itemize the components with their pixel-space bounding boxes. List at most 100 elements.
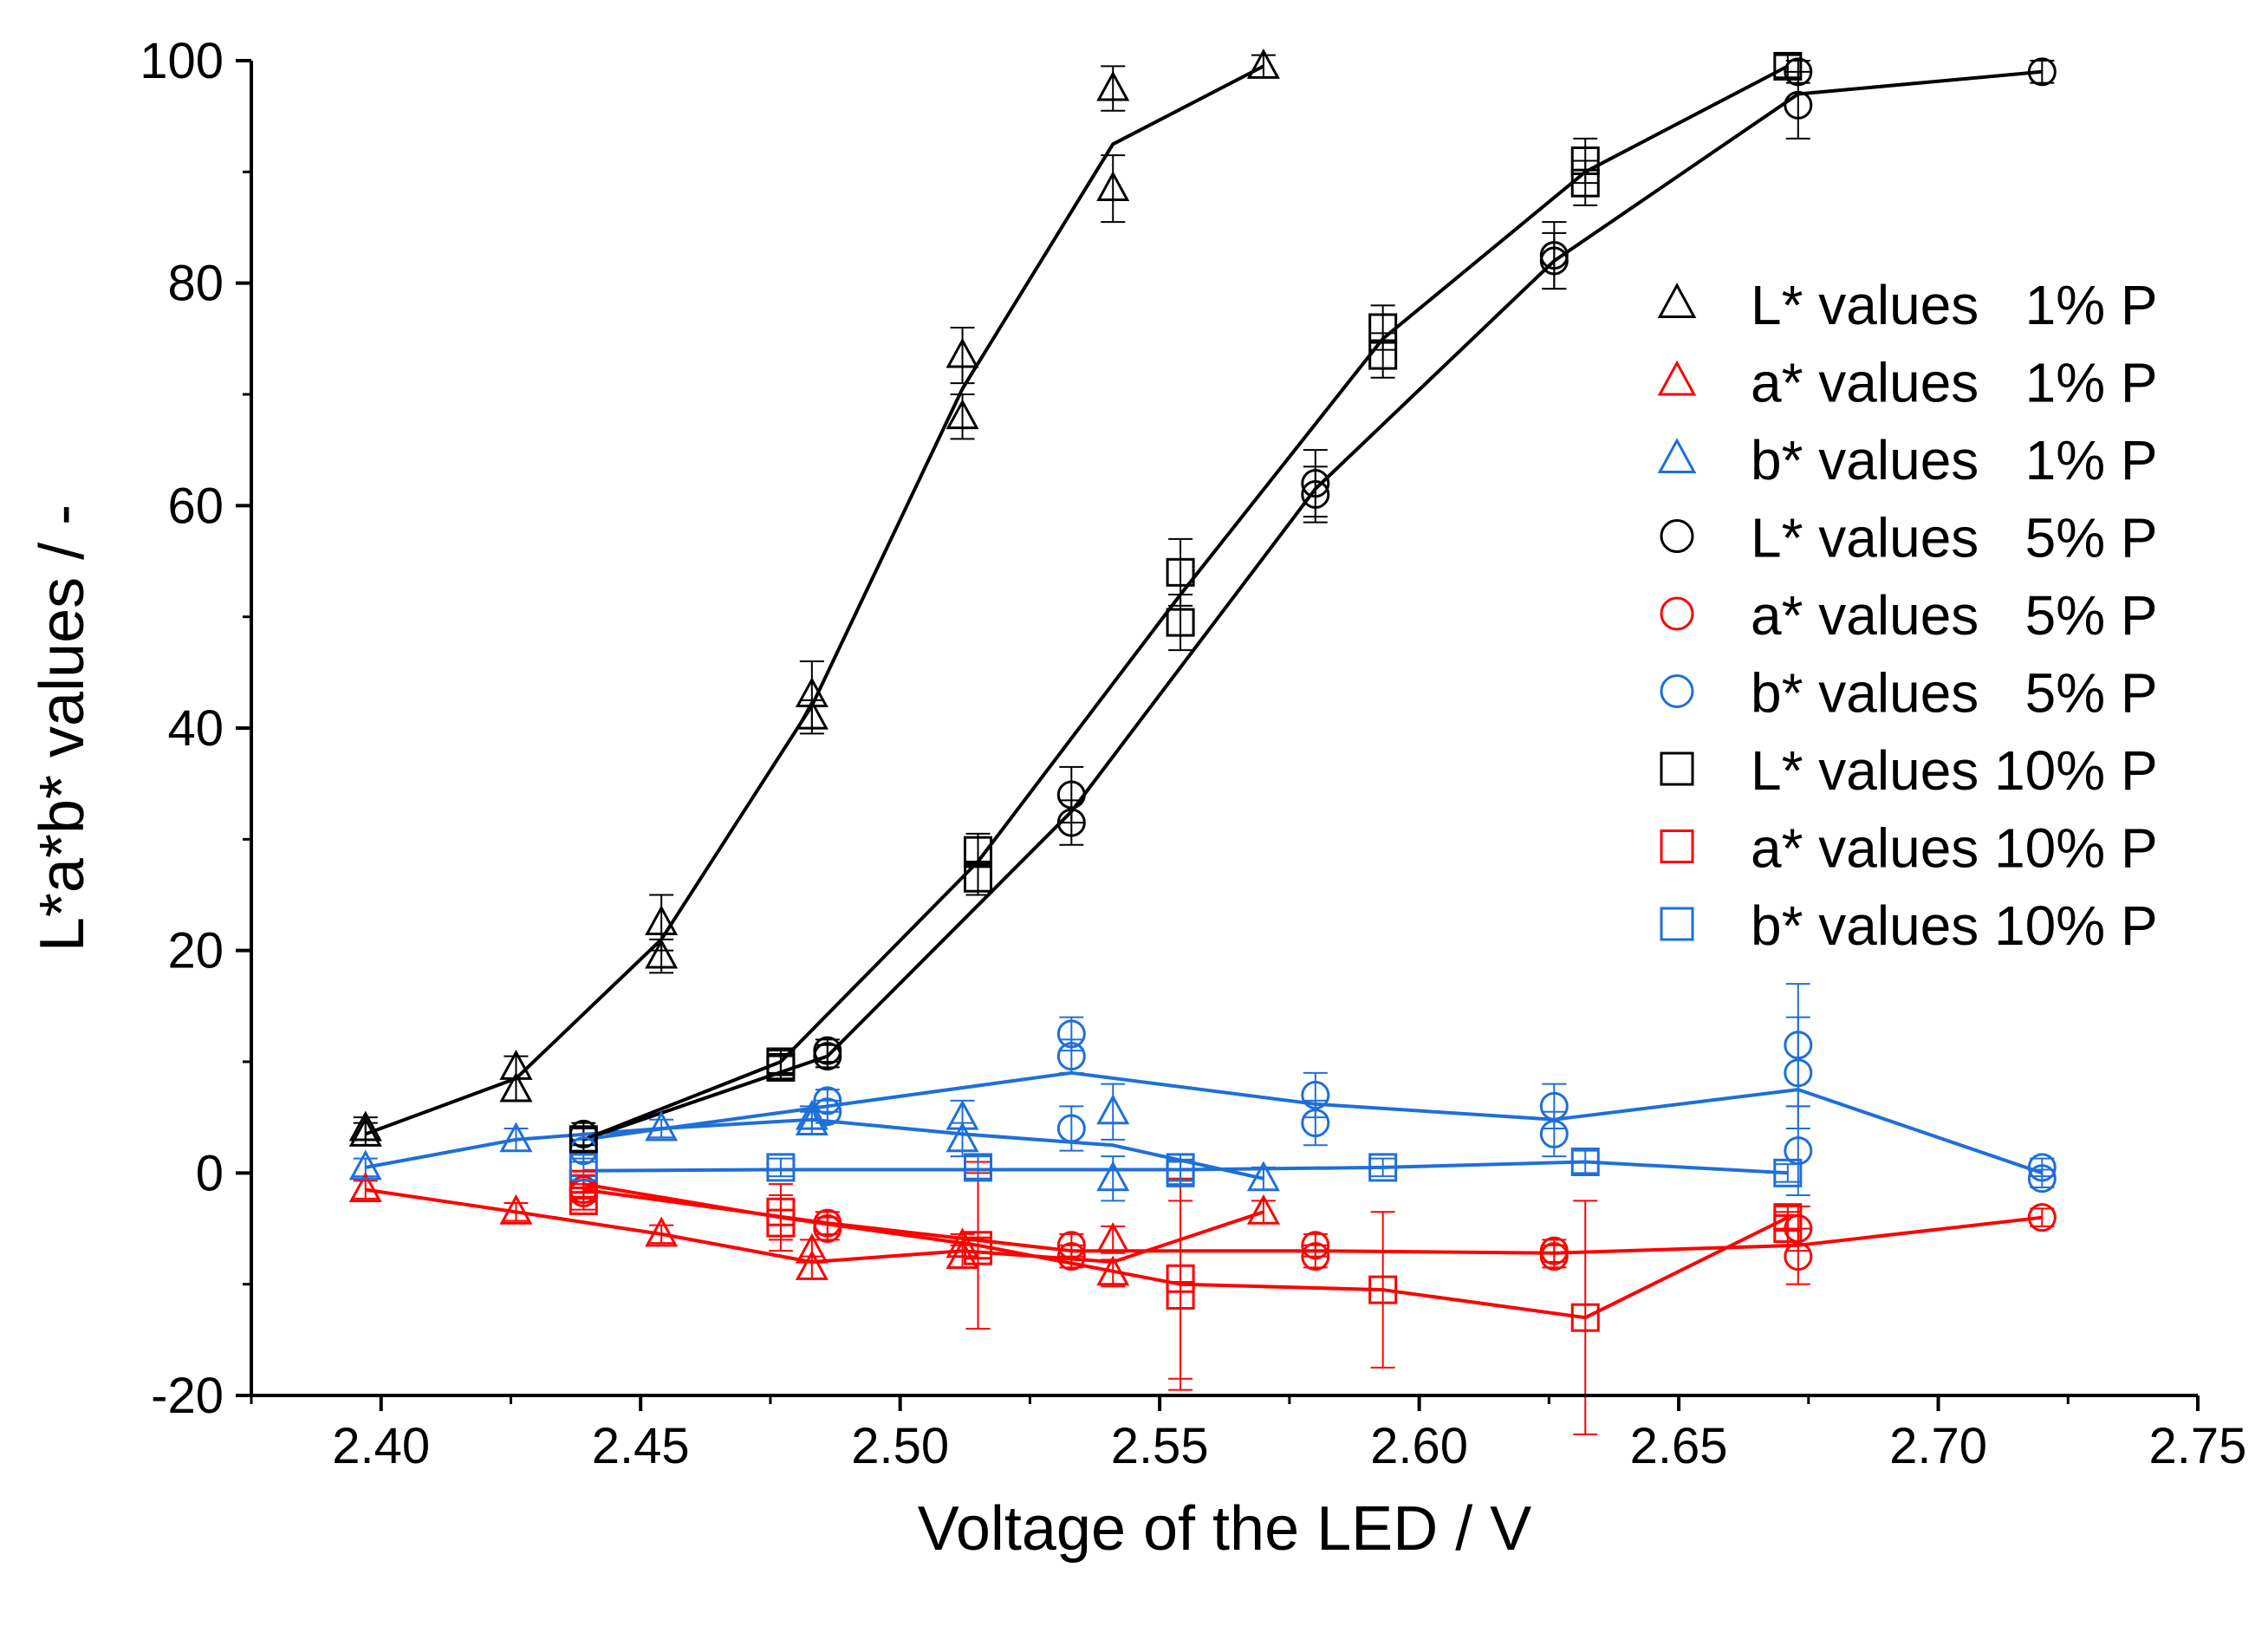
data-point-circle xyxy=(1539,1091,1569,1121)
data-point-circle xyxy=(813,1086,842,1115)
data-point-triangle xyxy=(1096,1255,1130,1286)
data-point-circle xyxy=(2027,1164,2057,1193)
data-point-triangle xyxy=(645,1110,679,1141)
x-tick-label: 2.55 xyxy=(1111,1418,1209,1474)
data-point-square xyxy=(569,1169,598,1199)
error-bar xyxy=(768,1194,793,1252)
legend-marker-triangle xyxy=(1657,438,1697,474)
data-point-triangle xyxy=(946,1239,979,1270)
data-point-square xyxy=(569,1153,598,1182)
data-point-triangle xyxy=(1096,171,1130,202)
data-point-square xyxy=(766,1153,796,1182)
data-point-square xyxy=(1570,168,1600,198)
series-line xyxy=(582,1182,1789,1320)
data-point-square xyxy=(1166,1281,1195,1310)
data-point-triangle xyxy=(1096,1094,1130,1125)
error-bar xyxy=(965,1155,991,1180)
data-point-square xyxy=(1166,608,1195,637)
legend-marker-triangle xyxy=(1657,360,1697,396)
data-point-circle xyxy=(813,1097,842,1127)
data-point-square xyxy=(1166,557,1195,587)
error-bar xyxy=(1101,1083,1126,1141)
series-line xyxy=(365,64,1264,1136)
y-tick-label: 40 xyxy=(167,700,224,757)
error-bar xyxy=(1785,70,1810,140)
data-point-square xyxy=(1570,1148,1600,1176)
data-point-square xyxy=(1773,51,1803,81)
legend-label: L* values 10% P xyxy=(1751,739,2158,802)
data-point-square xyxy=(766,1208,796,1238)
data-point-square xyxy=(964,863,993,893)
data-point-circle xyxy=(1539,1242,1569,1272)
legend-marker-square xyxy=(1660,907,1694,941)
data-point-circle xyxy=(1539,246,1569,276)
data-point-triangle xyxy=(946,399,979,430)
data-point-circle xyxy=(1784,1242,1813,1272)
data-point-triangle xyxy=(499,1071,533,1102)
data-point-circle xyxy=(1056,1019,1086,1049)
data-point-triangle xyxy=(499,1050,533,1080)
data-point-triangle xyxy=(499,1193,533,1225)
data-point-square xyxy=(1368,341,1398,370)
data-point-triangle xyxy=(795,1250,829,1280)
data-point-circle xyxy=(1056,1042,1086,1071)
data-point-square xyxy=(1570,1303,1600,1332)
legend-marker-square xyxy=(1660,751,1694,786)
legend-label: L* values 1% P xyxy=(1751,274,2158,336)
series-line xyxy=(583,1160,1788,1175)
data-point-square xyxy=(1368,1275,1398,1304)
data-point-circle xyxy=(1056,808,1086,837)
data-point-square xyxy=(766,1052,796,1082)
series-line xyxy=(365,1117,1264,1180)
error-bar xyxy=(1168,1200,1193,1391)
data-point-circle xyxy=(2027,1203,2057,1233)
data-point-square xyxy=(964,1236,993,1265)
data-point-circle xyxy=(1301,1242,1330,1272)
data-point-triangle xyxy=(946,337,979,368)
data-point-triangle xyxy=(946,1227,979,1259)
data-point-square xyxy=(1773,1214,1803,1243)
x-ticks: 2.40 2.45 2.50 2.55 2.60 2.65 2.70 2.75 xyxy=(250,1395,2247,1474)
y-tick-label: -20 xyxy=(151,1368,224,1424)
data-point-circle xyxy=(1301,1231,1330,1260)
data-point-square xyxy=(1368,313,1398,342)
error-bar xyxy=(1573,159,1598,206)
data-point-triangle xyxy=(499,1122,533,1153)
data-point-triangle xyxy=(1096,1161,1130,1192)
data-point-circle xyxy=(1056,1242,1086,1272)
error-bar xyxy=(1303,465,1328,524)
x-tick-label: 2.45 xyxy=(592,1418,690,1474)
data-point-circle xyxy=(1784,1136,1813,1166)
data-point-triangle xyxy=(645,938,679,969)
data-point-square xyxy=(1570,146,1600,175)
series-line xyxy=(582,69,2043,1141)
data-point-circle xyxy=(1784,57,1813,87)
data-point-triangle xyxy=(946,1122,979,1153)
x-tick-label: 2.75 xyxy=(2149,1418,2247,1474)
data-point-circle xyxy=(1784,1031,1813,1060)
y-axis-title: L*a*b* values / - xyxy=(28,504,97,952)
data-point-square xyxy=(1166,1158,1195,1187)
data-point-square xyxy=(569,1186,598,1215)
legend-marker-circle xyxy=(1660,674,1694,708)
y-tick-label: 20 xyxy=(167,923,224,979)
data-point-triangle xyxy=(1246,1161,1280,1192)
data-point-circle xyxy=(1301,1081,1330,1109)
data-point-circle xyxy=(1056,1114,1086,1143)
legend-label: b* values 10% P xyxy=(1751,894,2158,957)
error-bar xyxy=(1785,1105,1810,1196)
data-point-triangle xyxy=(645,1216,679,1247)
legend-label: b* values 5% P xyxy=(1751,662,2158,725)
data-point-circle xyxy=(2027,57,2057,87)
data-point-square xyxy=(1166,1264,1195,1293)
legend-label: a* values 10% P xyxy=(1751,817,2158,880)
data-markers xyxy=(348,49,2057,1332)
data-point-triangle xyxy=(348,1110,382,1141)
error-bar xyxy=(950,327,975,385)
data-point-circle xyxy=(2027,1153,2057,1182)
x-tick-label: 2.40 xyxy=(332,1418,430,1474)
data-point-circle xyxy=(1301,469,1330,498)
y-tick-label: 100 xyxy=(140,33,224,89)
data-point-circle xyxy=(1539,1119,1569,1148)
